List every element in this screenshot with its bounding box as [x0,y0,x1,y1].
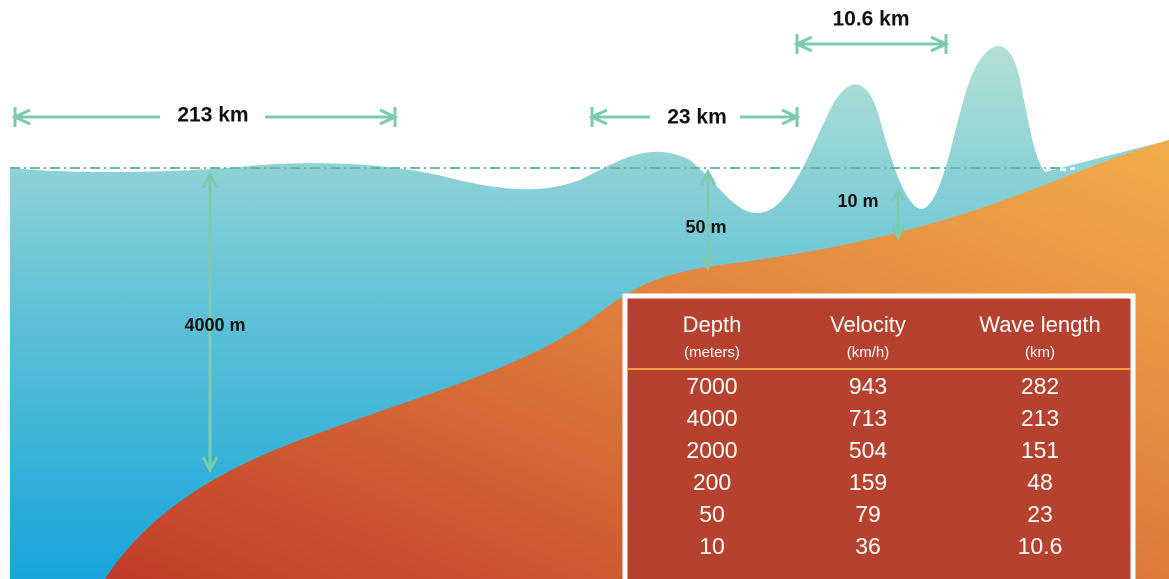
table-cell: 36 [855,533,881,559]
wavelength-label: 10.6 km [832,8,909,31]
table-cell: 200 [693,469,731,495]
depth-label: 10 m [837,191,878,211]
table-cell: 713 [849,405,887,431]
table-cell: 7000 [686,373,737,399]
table-cell: 10 [699,533,725,559]
table-header-unit: (km/h) [847,344,890,361]
table-header-unit: (km) [1025,344,1055,361]
table-header-unit: (meters) [684,344,740,361]
wavelength-label: 213 km [177,104,248,127]
table-cell: 79 [855,501,881,527]
wavelength-label: 23 km [667,106,727,129]
table-cell: 151 [1021,437,1059,463]
table-cell: 48 [1027,469,1053,495]
table-cell: 50 [699,501,725,527]
table-cell: 213 [1021,405,1059,431]
depth-label: 50 m [685,217,726,237]
table-header: Velocity [830,312,906,337]
table-cell: 943 [849,373,887,399]
table-header: Depth [683,312,742,337]
table-cell: 4000 [686,405,737,431]
table-cell: 504 [849,437,888,463]
table-header: Wave length [979,312,1100,337]
table-cell: 23 [1027,501,1053,527]
table-cell: 159 [849,469,887,495]
table-cell: 10.6 [1018,533,1063,559]
table-cell: 282 [1021,373,1059,399]
table-cell: 2000 [686,437,737,463]
tsunami-diagram: 213 km 23 km 10.6 km 4000 m 50 m 10 m De… [0,0,1169,579]
depth-label: 4000 m [184,315,245,335]
